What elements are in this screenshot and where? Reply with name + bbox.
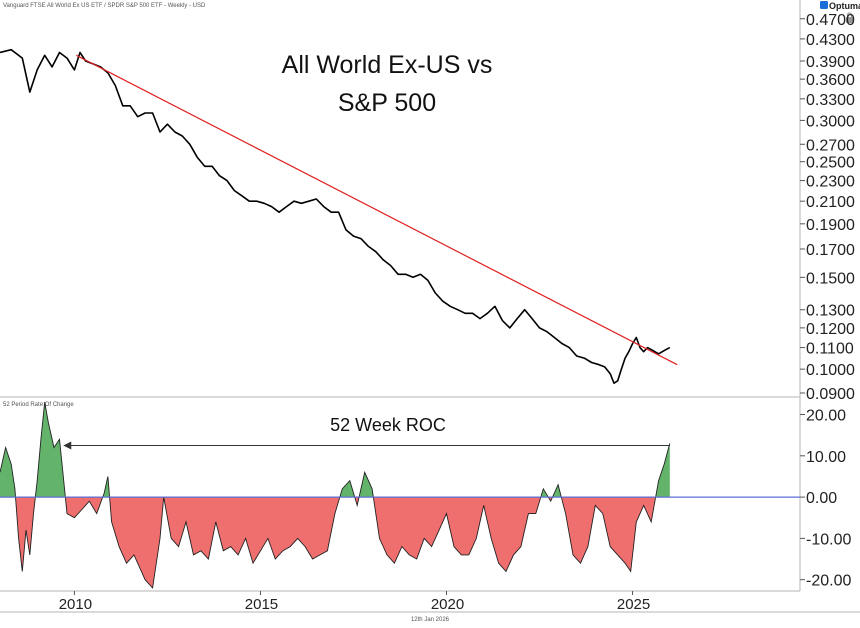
roc-negative-area [561, 497, 656, 572]
bottom-y-axis: 20.00 10.00 0.00 -10.00 -20.00 [800, 408, 851, 590]
roc-negative-area [109, 497, 164, 588]
roc-positive-area [359, 472, 374, 498]
roc-positive-area [540, 488, 549, 498]
bottom-y-tick-label: -10.00 [806, 531, 851, 548]
top-y-tick-label: 0.4300 [806, 32, 855, 49]
date-footer: 12th Jan 2026 [411, 617, 450, 623]
source-label: Vanguard FTSE All World Ex US ETF / SPDR… [3, 3, 206, 9]
top-y-tick-label: 0.3300 [806, 92, 855, 109]
top-y-tick-label: 0.1900 [806, 217, 855, 234]
roc-line [0, 402, 671, 589]
top-y-tick-label: 0.2100 [806, 194, 855, 211]
roc-positive-area [552, 484, 562, 498]
roc-negative-area [373, 497, 541, 572]
top-y-tick-label: 0.1100 [806, 341, 854, 358]
roc-arrow-group [63, 441, 670, 450]
top-y-tick-label: 0.2300 [806, 174, 855, 191]
x-tick-label: 2020 [431, 596, 464, 613]
optuma-logo-icon [820, 1, 828, 9]
top-y-tick-label: 0.1700 [806, 242, 855, 259]
roc-positive-area [0, 447, 16, 498]
top-y-tick-label: 0.1000 [806, 362, 855, 379]
bottom-y-tick-label: 0.00 [806, 490, 837, 507]
optuma-logo-text: Optuma [829, 1, 860, 11]
top-y-tick-label: 0.1500 [806, 270, 855, 287]
optuma-logo: Optuma [820, 1, 860, 11]
x-axis: 2010 2015 2020 2025 [59, 591, 650, 613]
top-y-tick-label: 0.1200 [806, 321, 855, 338]
bottom-y-tick-label: 10.00 [806, 449, 846, 466]
x-tick-label: 2025 [617, 596, 650, 613]
top-y-tick-label: 0.0900 [806, 386, 855, 403]
bottom-y-tick-label: -20.00 [806, 573, 851, 590]
top-y-tick-label: 0.3600 [806, 72, 855, 89]
top-y-tick-label: 0.4700 [806, 12, 855, 29]
ratio-line [0, 48, 671, 385]
bottom-y-tick-label: 20.00 [806, 408, 846, 425]
roc-panel-title: 52 Period Rate Of Change [3, 402, 74, 408]
chart-title-line2: S&P 500 [338, 89, 436, 117]
roc-arrow-head [63, 441, 72, 450]
lock-icon-shackle [846, 12, 853, 17]
x-tick-label: 2010 [59, 596, 92, 613]
chart-title-line1: All World Ex-US vs [282, 51, 493, 79]
lock-icon[interactable] [846, 12, 853, 23]
x-tick-label: 2015 [245, 596, 278, 613]
roc-annotation: 52 Week ROC [330, 415, 446, 435]
lock-icon-body [846, 17, 853, 23]
top-series-group [0, 48, 678, 385]
roc-negative-area [65, 497, 103, 518]
roc-negative-area [163, 497, 340, 564]
trendline [76, 54, 678, 366]
roc-positive-area [35, 402, 66, 498]
top-y-tick-label: 0.2700 [806, 137, 855, 154]
top-y-tick-label: 0.3900 [806, 54, 855, 71]
top-y-tick-label: 0.1300 [806, 303, 855, 320]
top-y-tick-label: 0.2500 [806, 155, 855, 172]
top-y-tick-label: 0.3000 [806, 113, 855, 130]
roc-area-group [0, 402, 800, 589]
